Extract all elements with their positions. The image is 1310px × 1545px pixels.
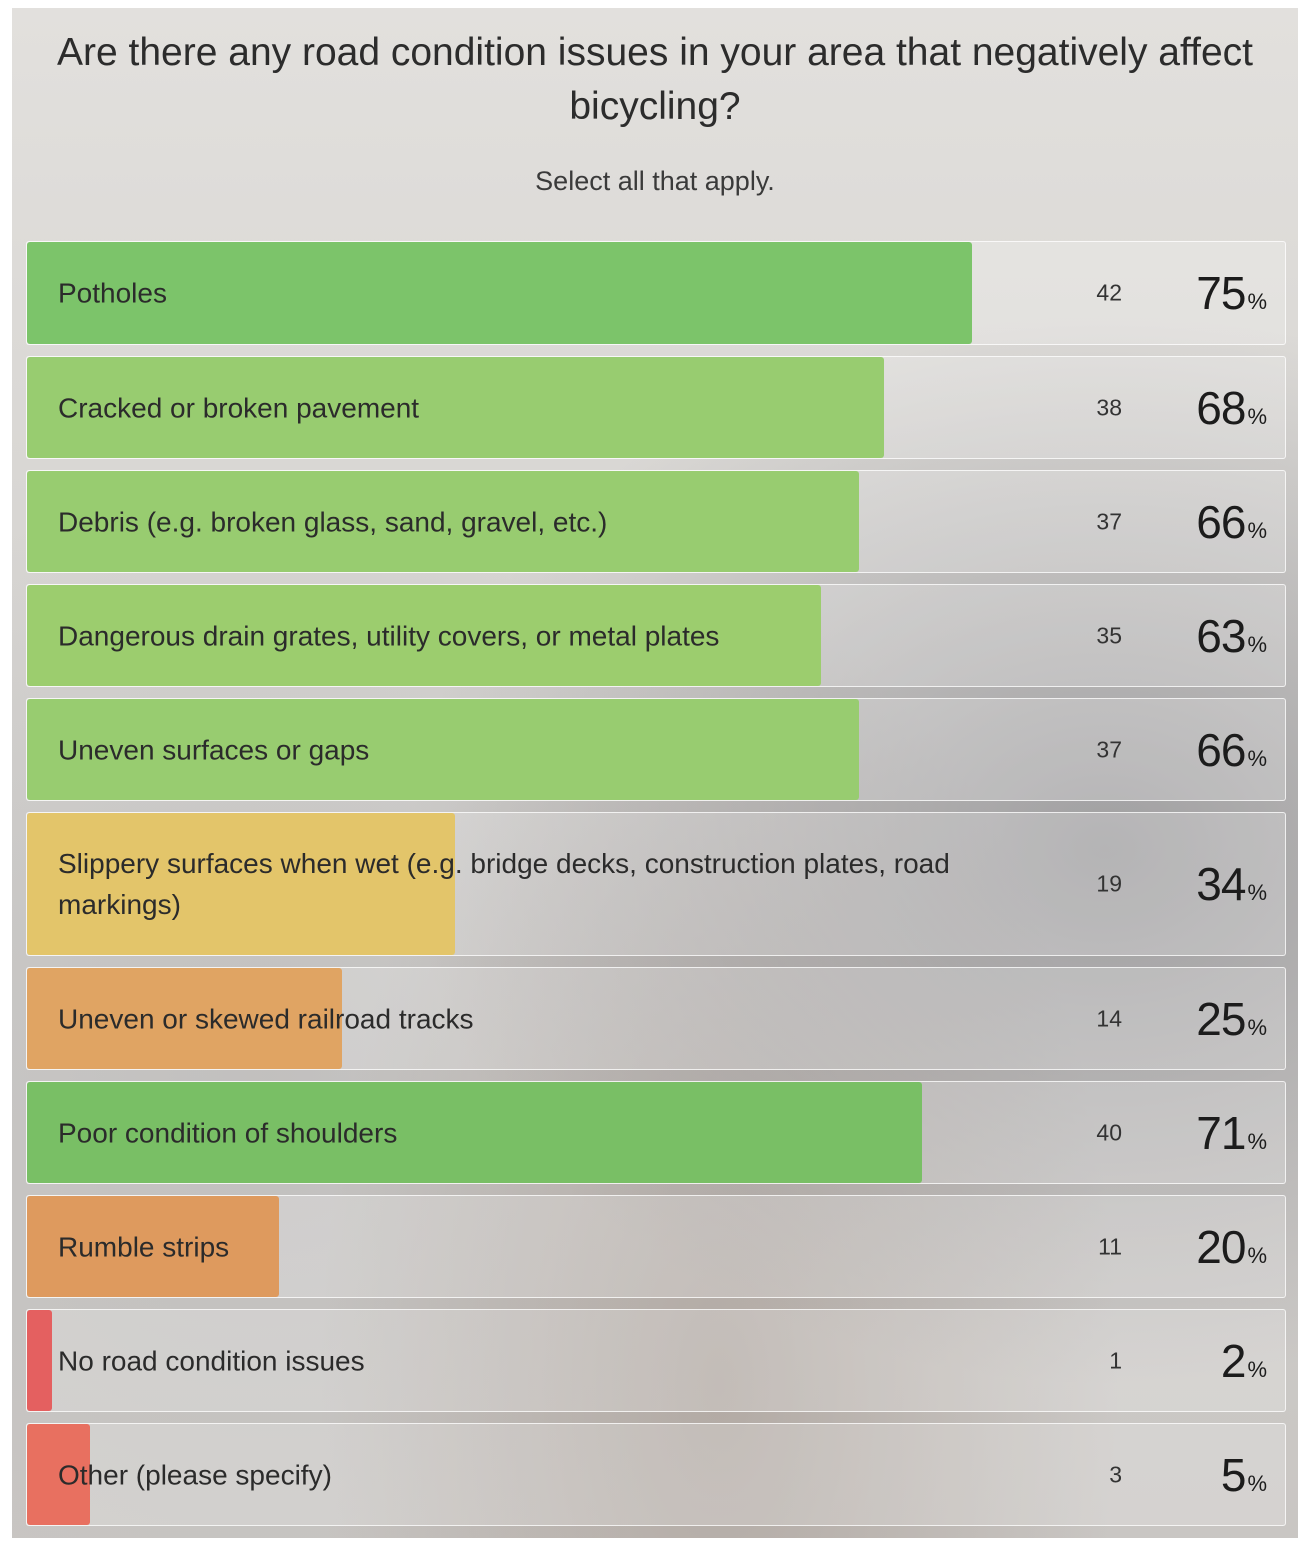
- result-bar: [27, 1082, 922, 1183]
- result-row: Rumble strips 11 20%: [26, 1195, 1286, 1298]
- percent-sign: %: [1247, 517, 1267, 543]
- result-count: 35: [1096, 622, 1122, 648]
- result-percent-value: 68: [1196, 381, 1246, 434]
- percent-sign: %: [1247, 289, 1267, 314]
- result-percent: 66%: [1196, 495, 1267, 549]
- result-bar: [27, 1424, 90, 1525]
- result-percent-value: 66: [1196, 723, 1246, 776]
- percent-sign: %: [1247, 1014, 1267, 1040]
- result-bar: [27, 1196, 279, 1297]
- result-percent-value: 34: [1196, 858, 1246, 910]
- percent-sign: %: [1247, 1128, 1267, 1154]
- result-bar: [27, 242, 972, 344]
- percent-sign: %: [1247, 1242, 1267, 1268]
- result-label: Potholes: [58, 277, 167, 309]
- result-percent-value: 71: [1196, 1106, 1246, 1159]
- result-count: 14: [1096, 1005, 1122, 1031]
- result-row: Debris (e.g. broken glass, sand, gravel,…: [26, 470, 1286, 573]
- question-title: Are there any road condition issues in y…: [57, 31, 1253, 128]
- result-label: Uneven surfaces or gaps: [58, 734, 370, 765]
- result-bar: [27, 968, 342, 1069]
- percent-sign: %: [1247, 631, 1267, 657]
- result-percent: 68%: [1196, 381, 1267, 435]
- result-bar: [27, 1310, 52, 1411]
- result-percent: 25%: [1196, 992, 1267, 1046]
- result-count: 11: [1098, 1233, 1122, 1259]
- percent-sign: %: [1247, 880, 1267, 905]
- result-count: 37: [1096, 508, 1122, 534]
- result-percent: 63%: [1196, 609, 1267, 663]
- result-count: 38: [1096, 394, 1122, 420]
- result-percent: 75%: [1196, 266, 1267, 320]
- question-subtitle: Select all that apply.: [535, 166, 775, 196]
- result-row: No road condition issues 1 2%: [26, 1309, 1286, 1412]
- result-label: Cracked or broken pavement: [58, 392, 420, 423]
- result-bar: [27, 357, 884, 458]
- result-row: Uneven or skewed railroad tracks 14 25%: [26, 967, 1286, 1070]
- result-count: 1: [1109, 1347, 1122, 1373]
- result-row: Dangerous drain grates, utility covers, …: [26, 584, 1286, 687]
- result-label: Debris (e.g. broken glass, sand, gravel,…: [58, 506, 608, 537]
- percent-sign: %: [1247, 1356, 1267, 1382]
- result-count: 3: [1109, 1461, 1122, 1487]
- poll-results-panel: Are there any road condition issues in y…: [12, 8, 1298, 1538]
- result-percent-value: 75: [1196, 267, 1246, 319]
- result-row: Slippery surfaces when wet (e.g. bridge …: [26, 812, 1286, 956]
- result-label: Slippery surfaces when wet (e.g. bridge …: [58, 848, 950, 920]
- result-row: Cracked or broken pavement 38 68%: [26, 356, 1286, 459]
- result-count: 42: [1096, 279, 1122, 306]
- result-percent-value: 25: [1196, 992, 1246, 1045]
- result-count: 19: [1096, 870, 1122, 897]
- result-label: Poor condition of shoulders: [58, 1117, 398, 1148]
- result-row: Poor condition of shoulders 40 71%: [26, 1081, 1286, 1184]
- result-percent-value: 2: [1220, 1334, 1247, 1387]
- result-label: No road condition issues: [58, 1345, 365, 1376]
- percent-sign: %: [1247, 403, 1267, 429]
- result-percent: 20%: [1196, 1220, 1267, 1274]
- result-label: Uneven or skewed railroad tracks: [58, 1003, 474, 1034]
- result-percent: 66%: [1196, 723, 1267, 777]
- result-percent-value: 5: [1220, 1448, 1247, 1501]
- result-label: Other (please specify): [58, 1459, 332, 1490]
- result-percent: 71%: [1196, 1106, 1267, 1160]
- result-label: Rumble strips: [58, 1231, 230, 1262]
- result-bar: [27, 471, 859, 572]
- percent-sign: %: [1247, 1470, 1267, 1496]
- result-percent: 34%: [1196, 857, 1267, 911]
- result-bar: [27, 699, 859, 800]
- result-percent-value: 66: [1196, 495, 1246, 548]
- result-row: Other (please specify) 3 5%: [26, 1423, 1286, 1526]
- result-percent: 5%: [1221, 1448, 1267, 1502]
- result-label: Dangerous drain grates, utility covers, …: [58, 620, 720, 651]
- result-bar: [27, 813, 455, 955]
- result-percent: 2%: [1221, 1334, 1267, 1388]
- result-bar: [27, 585, 821, 686]
- result-row: Uneven surfaces or gaps 37 66%: [26, 698, 1286, 801]
- result-row: Potholes 42 75%: [26, 241, 1286, 345]
- result-percent-value: 63: [1196, 609, 1246, 662]
- result-count: 40: [1096, 1119, 1122, 1145]
- percent-sign: %: [1247, 745, 1267, 771]
- result-count: 37: [1096, 736, 1122, 762]
- result-percent-value: 20: [1196, 1220, 1246, 1273]
